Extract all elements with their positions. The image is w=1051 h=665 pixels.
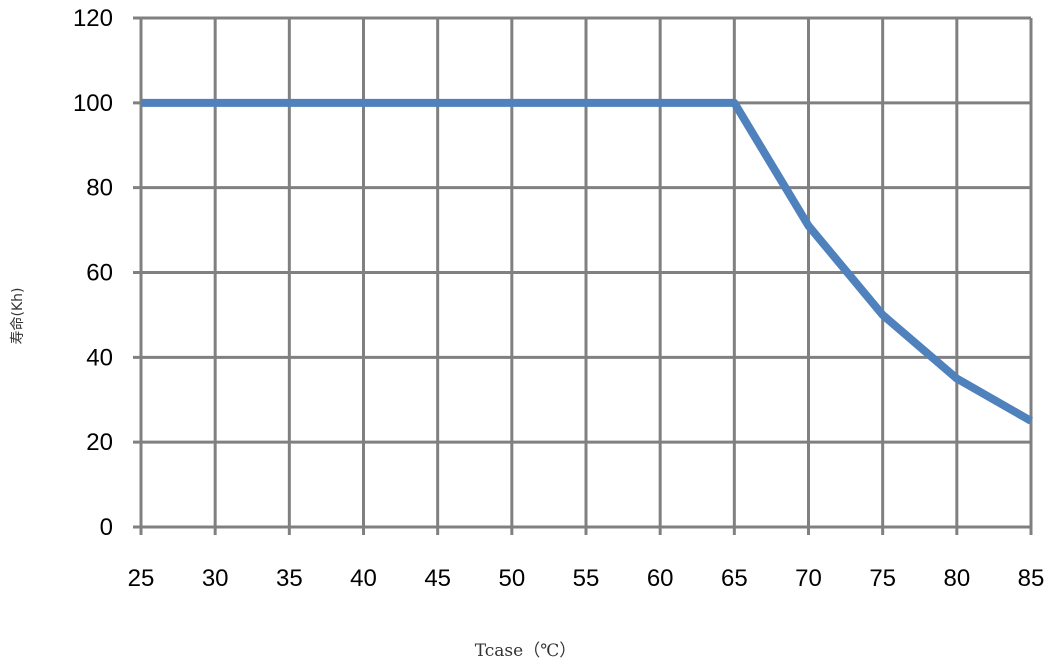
x-tick-label: 25 <box>128 565 155 592</box>
x-tick-label: 50 <box>498 565 525 592</box>
y-tick-label: 60 <box>86 260 113 287</box>
x-tick-label: 70 <box>795 565 822 592</box>
x-tick-label: 65 <box>721 565 748 592</box>
x-tick-label: 40 <box>350 565 377 592</box>
x-tick-label: 45 <box>424 565 451 592</box>
y-tick-label: 0 <box>100 514 113 541</box>
y-tick-label: 20 <box>86 429 113 456</box>
y-axis-ticks: 0 20 40 60 80 100 120 <box>73 5 113 541</box>
y-tick-label: 120 <box>73 5 113 32</box>
x-tick-label: 55 <box>573 565 600 592</box>
x-tick-label: 75 <box>869 565 896 592</box>
x-tick-label: 60 <box>647 565 674 592</box>
y-tick-label: 80 <box>86 175 113 202</box>
x-axis-label: Tcase（℃） <box>474 641 577 661</box>
x-tick-label: 30 <box>202 565 229 592</box>
y-tick-label: 100 <box>73 90 113 117</box>
x-tick-label: 85 <box>1018 565 1045 592</box>
y-axis-label: 寿命(Kh) <box>9 288 26 345</box>
x-axis-ticks: 25 30 35 40 45 50 55 60 65 70 75 80 85 <box>128 565 1045 592</box>
series-layer <box>140 98 1033 425</box>
x-tick-label: 80 <box>943 565 970 592</box>
x-tick-label: 35 <box>276 565 303 592</box>
y-tick-label: 40 <box>86 344 113 371</box>
grid <box>133 16 1033 535</box>
